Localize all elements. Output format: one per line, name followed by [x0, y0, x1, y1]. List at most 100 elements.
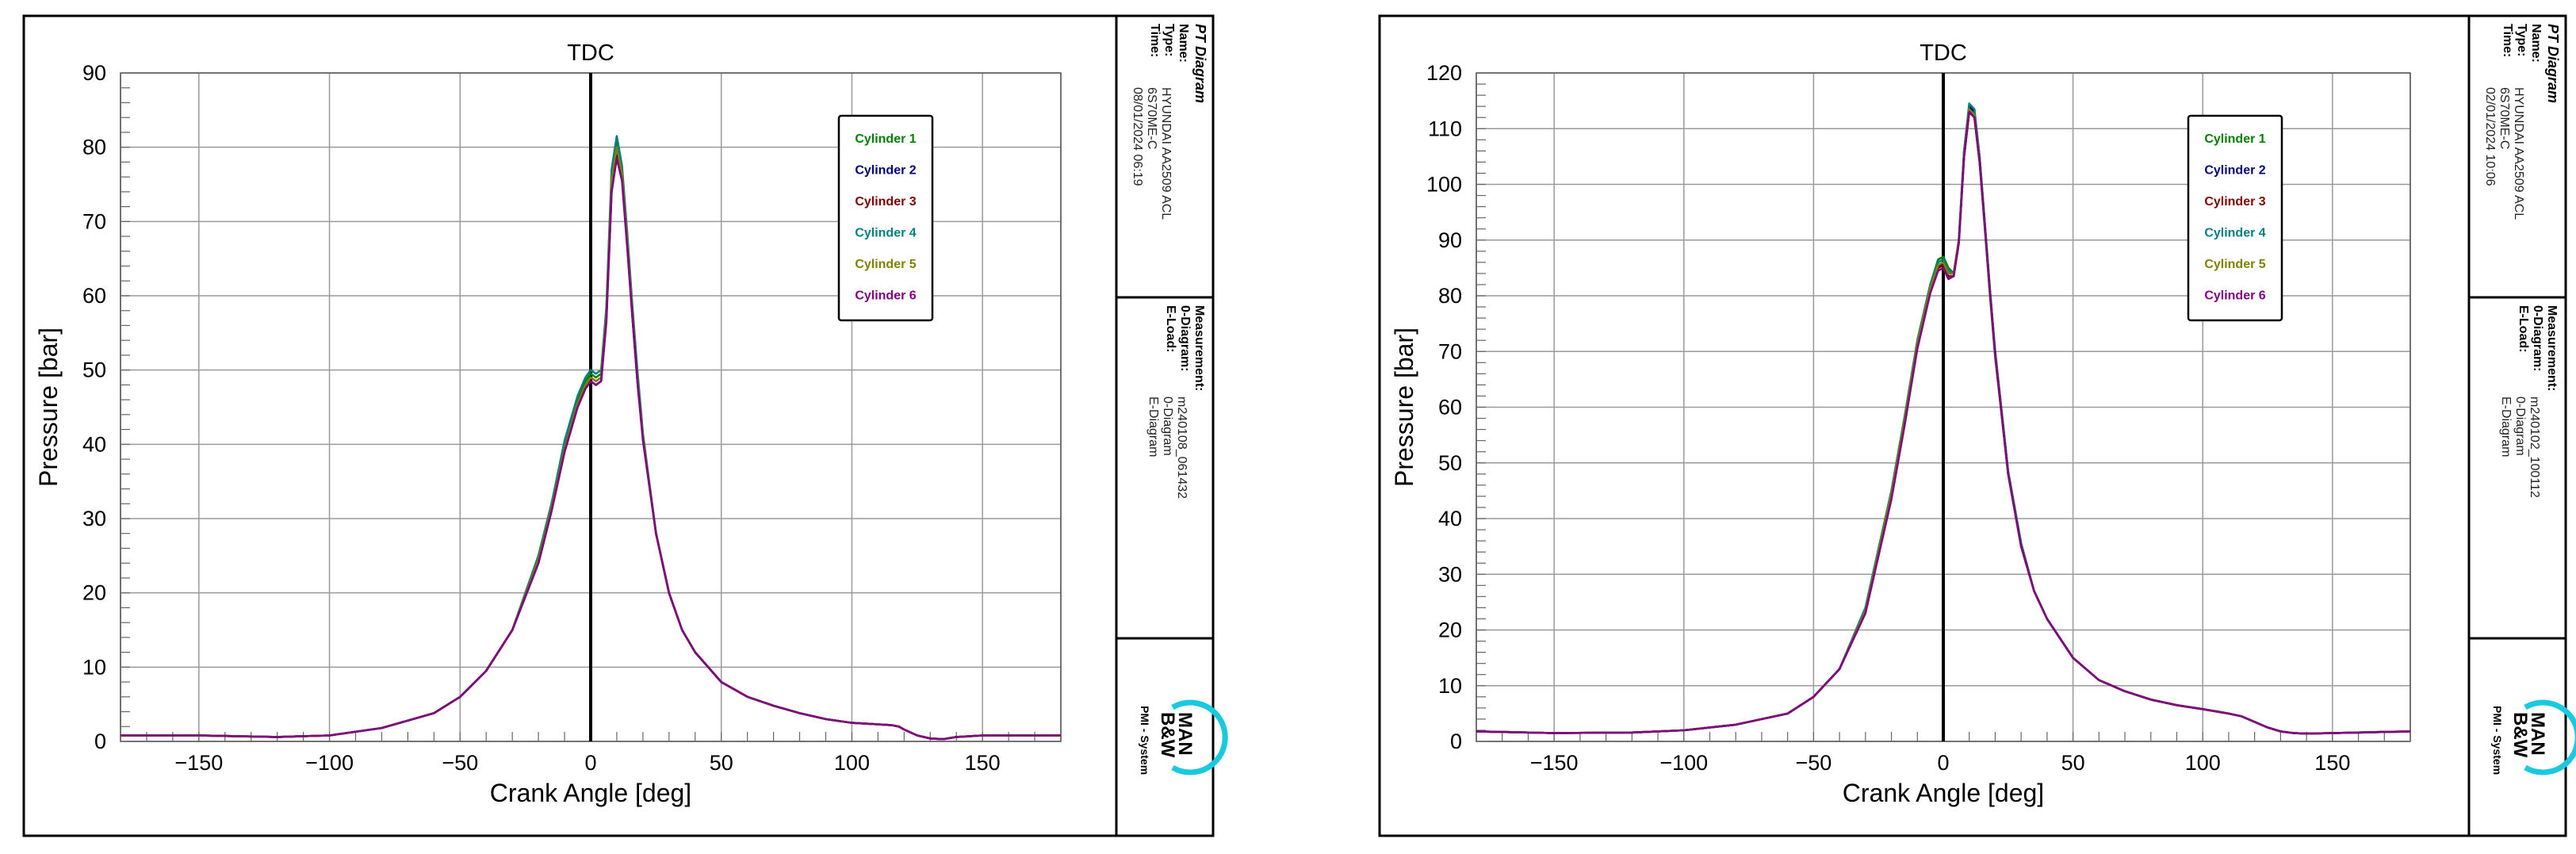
- x-tick-label: 50: [710, 751, 733, 775]
- info-key-2: Time:: [1148, 24, 1162, 57]
- info-key-0: Name:: [1177, 24, 1190, 63]
- info-key-1: Type:: [1162, 24, 1176, 56]
- y-tick-label: 70: [82, 209, 106, 233]
- x-axis-label: Crank Angle [deg]: [490, 779, 691, 807]
- measurement-value-0: m240108_061432: [1175, 396, 1188, 499]
- y-tick-label: 80: [82, 136, 106, 159]
- measurement-key-0: Measurement:: [2545, 305, 2559, 391]
- legend-box: [837, 114, 934, 322]
- chart-frame: [22, 14, 1215, 837]
- measurement-key-2: E-Load:: [1164, 305, 1177, 353]
- man-logo-text: MAN: [2527, 712, 2548, 756]
- y-tick-label: 20: [82, 581, 106, 605]
- measurement-value-2: E-Diagram: [2499, 396, 2513, 457]
- y-tick-label: 0: [1450, 730, 1462, 753]
- chart-panel-1: 0 10 20 30 40 50 60 70 80 90 −150 −100 −50 0 50 100 150 C…: [22, 14, 1228, 837]
- measurement-key-0: Measurement:: [1192, 305, 1206, 391]
- info-key-2: Time:: [2501, 24, 2514, 57]
- measurement-key-1: 0-Diagram:: [2531, 305, 2544, 372]
- x-tick-label: 50: [2061, 751, 2085, 775]
- info-value-1: 6S70ME-C: [2498, 87, 2511, 149]
- y-tick-label: 100: [1426, 173, 1462, 197]
- series-line: [1476, 110, 2410, 735]
- x-tick-label: 0: [584, 751, 596, 775]
- chart-panel-2: 0 10 20 30 40 50 60 70 80 90 100 110 120 −150 −100 −50 0…: [1378, 14, 2576, 837]
- plot-area: 0 10 20 30 40 50 60 70 80 90 −150 −100 −50 0 50 100 150 C…: [34, 40, 1062, 807]
- y-tick-label: 50: [1438, 451, 1462, 475]
- man-logo-ring: [1171, 699, 1228, 775]
- chart-frame: [1378, 14, 2567, 837]
- measurement-key-1: 0-Diagram:: [1178, 305, 1192, 372]
- y-tick-label: 50: [82, 358, 106, 382]
- y-tick-label: 90: [82, 61, 106, 85]
- x-tick-label: −100: [1659, 751, 1708, 775]
- y-tick-label: 40: [82, 432, 106, 456]
- x-tick-label: −150: [174, 751, 223, 775]
- legend-entry: Cylinder 6: [2204, 289, 2265, 303]
- y-tick-label: 120: [1426, 61, 1462, 85]
- info-key-1: Type:: [2515, 24, 2528, 56]
- y-tick-label: 60: [82, 284, 106, 308]
- info-value-2: 08/01/2024 06:19: [1131, 87, 1144, 186]
- x-tick-label: −50: [1795, 751, 1832, 775]
- legend-entry: Cylinder 4: [855, 227, 916, 240]
- info-value-1: 6S70ME-C: [1145, 87, 1158, 149]
- x-tick-label: −50: [442, 751, 478, 775]
- y-tick-label: 20: [1438, 618, 1462, 642]
- measurement-value-1: 0-Diagram: [1161, 396, 1174, 456]
- y-axis-label: Pressure [bar]: [34, 327, 63, 487]
- legend-entry: Cylinder 6: [855, 289, 916, 303]
- y-axis-label: Pressure [bar]: [1390, 327, 1418, 487]
- legend-box: [2187, 114, 2283, 322]
- tdc-label: TDC: [567, 40, 614, 66]
- y-tick-label: 40: [1438, 507, 1462, 530]
- plot-area: 0 10 20 30 40 50 60 70 80 90 100 110 120 −150 −100 −50 0…: [1390, 40, 2411, 807]
- info-value-2: 02/01/2024 10:06: [2483, 87, 2497, 186]
- x-axis-label: Crank Angle [deg]: [1843, 779, 2044, 807]
- legend-entry: Cylinder 1: [855, 132, 916, 146]
- y-tick-label: 110: [1428, 117, 1462, 140]
- legend-entry: Cylinder 3: [855, 195, 916, 209]
- legend-entry: Cylinder 5: [2204, 258, 2265, 271]
- y-tick-label: 80: [1438, 284, 1462, 308]
- x-tick-label: 150: [2314, 751, 2350, 775]
- legend-entry: Cylinder 5: [855, 258, 916, 271]
- man-logo-ring: [2524, 699, 2576, 775]
- y-tick-label: 90: [1438, 228, 1462, 252]
- x-tick-label: 0: [1937, 751, 1949, 775]
- tdc-label: TDC: [1920, 40, 1967, 66]
- legend-entry: Cylinder 1: [2204, 132, 2265, 146]
- diagram-title: PT Diagram: [2545, 24, 2561, 103]
- y-tick-label: 10: [1438, 674, 1462, 698]
- x-tick-label: −100: [305, 751, 354, 775]
- pmi-system-label: PMI - System: [1139, 706, 1151, 775]
- y-tick-label: 0: [94, 730, 106, 753]
- legend-entry: Cylinder 3: [2204, 195, 2265, 209]
- legend-entry: Cylinder 4: [2204, 227, 2265, 240]
- info-value-0: HYUNDAI AA2509 ACL: [1159, 87, 1173, 220]
- info-value-0: HYUNDAI AA2509 ACL: [2512, 87, 2525, 220]
- x-tick-label: −150: [1530, 751, 1579, 775]
- x-tick-label: 150: [965, 751, 1001, 775]
- y-tick-label: 10: [82, 655, 106, 679]
- diagram-title: PT Diagram: [1192, 24, 1208, 103]
- bw-logo-text: B&W: [1157, 712, 1178, 758]
- legend-entry: Cylinder 2: [855, 164, 916, 178]
- y-tick-label: 60: [1438, 396, 1462, 419]
- info-key-0: Name:: [2529, 24, 2543, 63]
- series-line: [121, 157, 1061, 741]
- x-tick-label: 100: [2185, 751, 2221, 775]
- pmi-system-label: PMI - System: [2491, 706, 2504, 775]
- man-logo-text: MAN: [1174, 712, 1196, 756]
- measurement-value-0: m240102_100112: [2528, 396, 2541, 498]
- x-tick-label: 100: [834, 751, 870, 775]
- measurement-key-2: E-Load:: [2517, 305, 2530, 353]
- legend-entry: Cylinder 2: [2204, 164, 2265, 178]
- bw-logo-text: B&W: [2509, 712, 2531, 758]
- y-tick-label: 30: [1438, 562, 1462, 586]
- y-tick-label: 30: [82, 507, 106, 530]
- measurement-value-2: E-Diagram: [1146, 396, 1160, 457]
